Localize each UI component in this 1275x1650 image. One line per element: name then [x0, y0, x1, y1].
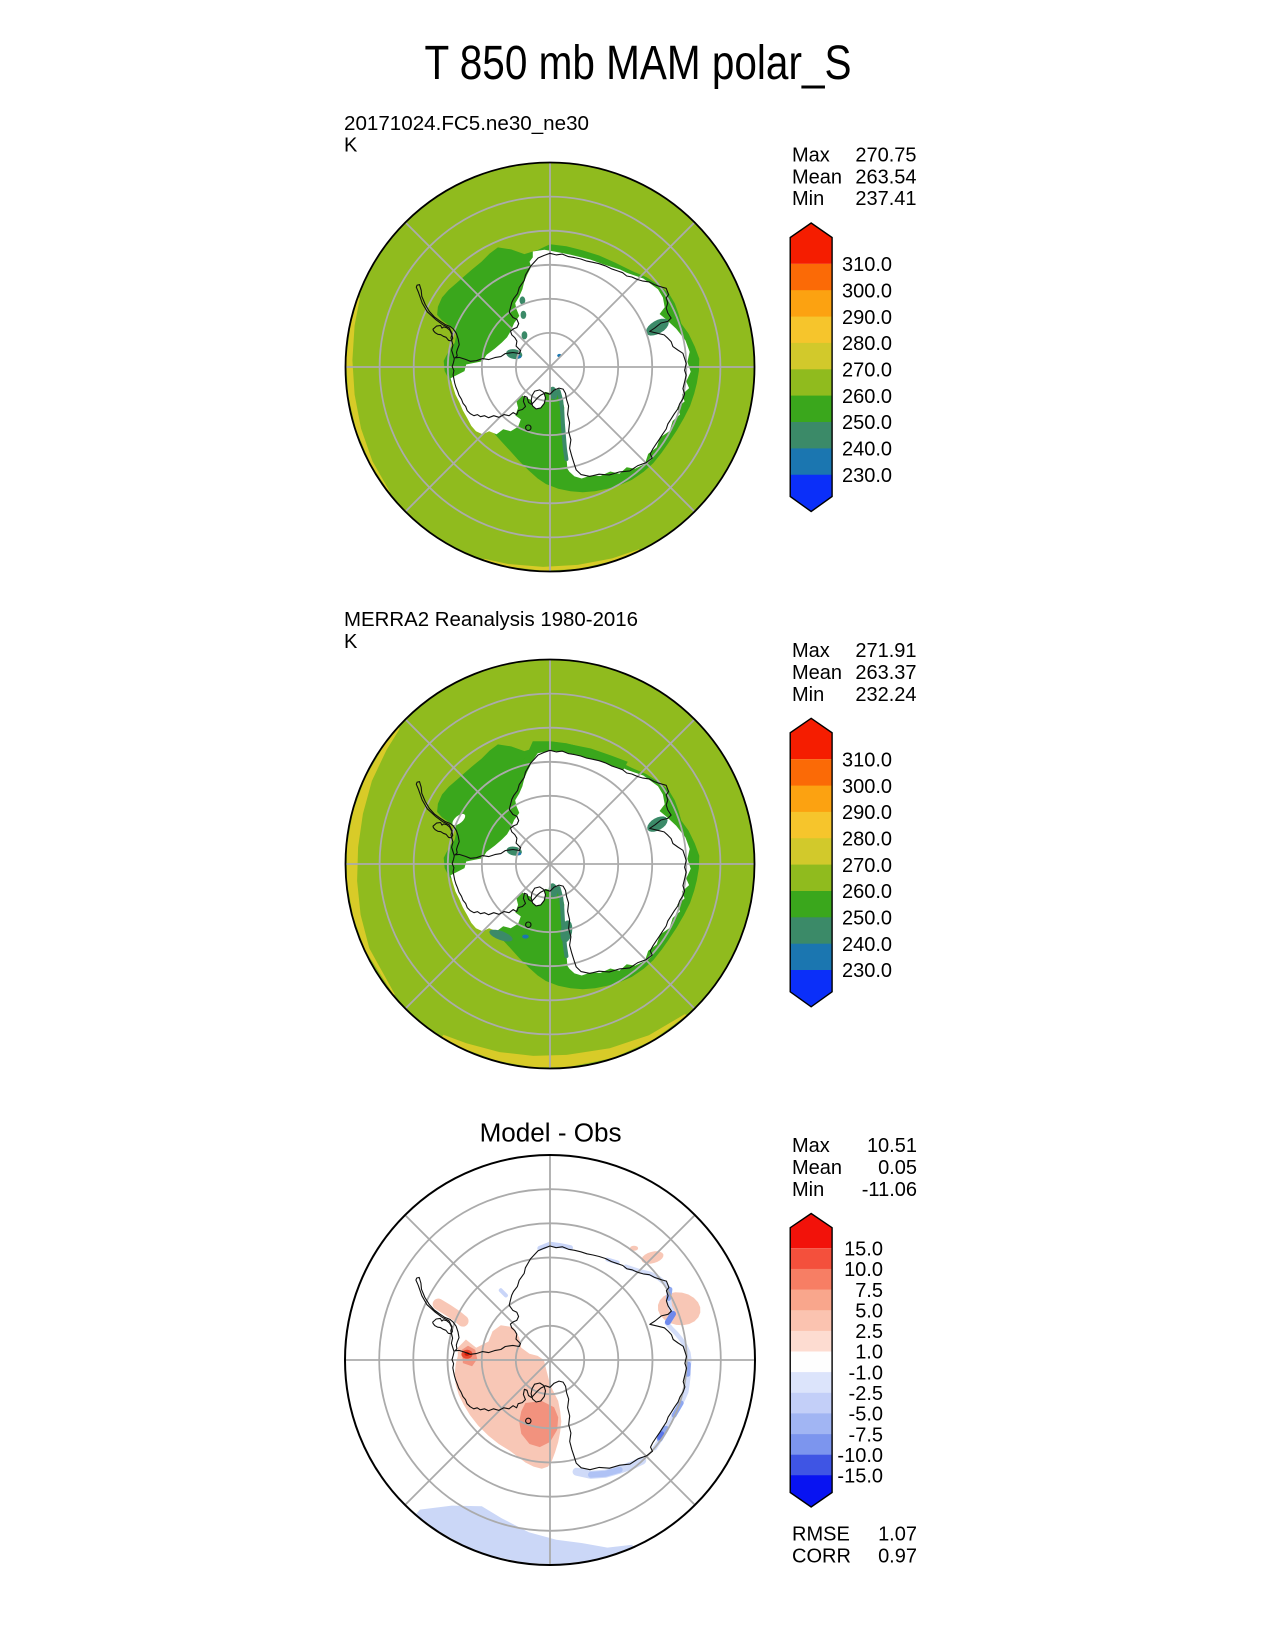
svg-text:2.5: 2.5	[855, 1321, 883, 1343]
svg-text:-2.5: -2.5	[849, 1383, 883, 1405]
svg-text:Max: Max	[792, 1135, 830, 1157]
svg-text:Max: Max	[792, 144, 830, 166]
svg-text:7.5: 7.5	[855, 1280, 883, 1302]
svg-text:300.0: 300.0	[842, 280, 892, 302]
svg-text:CORR: CORR	[792, 1546, 851, 1568]
svg-text:-15.0: -15.0	[837, 1466, 883, 1488]
svg-text:237.41: 237.41	[855, 188, 916, 210]
svg-text:Mean: Mean	[792, 662, 842, 684]
svg-text:270.0: 270.0	[842, 360, 892, 382]
svg-text:1.07: 1.07	[878, 1524, 917, 1546]
svg-text:280.0: 280.0	[842, 829, 892, 851]
svg-text:290.0: 290.0	[842, 802, 892, 824]
svg-text:K: K	[344, 631, 358, 653]
svg-text:240.0: 240.0	[842, 934, 892, 956]
svg-text:263.37: 263.37	[855, 662, 916, 684]
svg-text:-7.5: -7.5	[849, 1424, 883, 1446]
svg-text:310.0: 310.0	[842, 254, 892, 276]
svg-text:Min: Min	[792, 684, 824, 706]
svg-text:T 850 mb MAM polar_S: T 850 mb MAM polar_S	[425, 37, 852, 90]
svg-text:260.0: 260.0	[842, 386, 892, 408]
svg-text:240.0: 240.0	[842, 439, 892, 461]
svg-text:5.0: 5.0	[855, 1300, 883, 1322]
svg-text:20171024.FC5.ne30_ne30: 20171024.FC5.ne30_ne30	[344, 113, 589, 135]
svg-text:Mean: Mean	[792, 166, 842, 188]
svg-text:Max: Max	[792, 640, 830, 662]
svg-text:271.91: 271.91	[855, 640, 916, 662]
svg-text:250.0: 250.0	[842, 908, 892, 930]
svg-text:263.54: 263.54	[855, 166, 916, 188]
svg-text:230.0: 230.0	[842, 960, 892, 982]
svg-text:280.0: 280.0	[842, 333, 892, 355]
svg-text:Model - Obs: Model - Obs	[480, 1120, 622, 1148]
svg-text:Min: Min	[792, 1179, 824, 1201]
svg-text:10.0: 10.0	[844, 1259, 883, 1281]
svg-text:230.0: 230.0	[842, 465, 892, 487]
svg-text:0.05: 0.05	[878, 1157, 917, 1179]
svg-text:270.75: 270.75	[855, 144, 916, 166]
svg-text:-11.06: -11.06	[862, 1179, 917, 1201]
svg-text:Min: Min	[792, 188, 824, 210]
svg-text:10.51: 10.51	[867, 1135, 917, 1157]
svg-text:-5.0: -5.0	[849, 1404, 883, 1426]
svg-text:RMSE: RMSE	[792, 1524, 850, 1546]
svg-text:0.97: 0.97	[878, 1546, 917, 1568]
svg-text:232.24: 232.24	[855, 684, 916, 706]
svg-text:1.0: 1.0	[855, 1342, 883, 1364]
svg-text:Mean: Mean	[792, 1157, 842, 1179]
svg-text:270.0: 270.0	[842, 855, 892, 877]
svg-text:MERRA2 Reanalysis 1980-2016: MERRA2 Reanalysis 1980-2016	[344, 609, 638, 631]
svg-text:K: K	[344, 135, 358, 157]
svg-text:250.0: 250.0	[842, 412, 892, 434]
svg-text:300.0: 300.0	[842, 776, 892, 798]
svg-text:290.0: 290.0	[842, 307, 892, 329]
svg-text:260.0: 260.0	[842, 881, 892, 903]
svg-text:15.0: 15.0	[844, 1239, 883, 1261]
svg-text:-10.0: -10.0	[837, 1445, 883, 1467]
svg-text:310.0: 310.0	[842, 749, 892, 771]
svg-text:-1.0: -1.0	[849, 1362, 883, 1384]
